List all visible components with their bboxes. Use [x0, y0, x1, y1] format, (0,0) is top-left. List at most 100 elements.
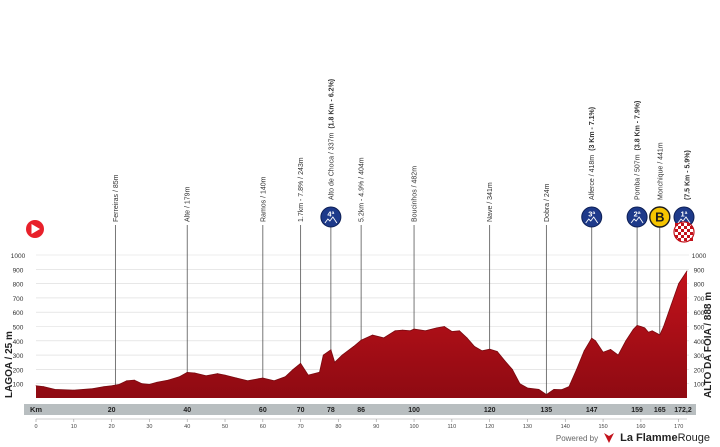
- waypoint-label: Alte / 179m: [185, 186, 192, 222]
- elevation-point: [141, 383, 143, 385]
- waypoint-label: Boucinhos / 482m: [412, 166, 419, 222]
- waypoint-name: Alto de Choca / 337m: [328, 133, 335, 200]
- x-tick-label: 120: [485, 424, 494, 430]
- mountain-peaks-icon: [677, 216, 691, 224]
- brand-light: Rouge: [677, 432, 710, 444]
- mountain-peaks-icon: [630, 216, 644, 224]
- elevation-point: [307, 374, 309, 376]
- elevation-point: [258, 378, 260, 380]
- km-band-title: Km: [30, 405, 42, 414]
- climb-category-label: 3ª: [588, 210, 595, 219]
- elevation-point: [481, 350, 483, 352]
- elevation-point: [149, 384, 150, 385]
- waypoint-label: 1.7km - 7.8% / 243m: [298, 157, 305, 222]
- x-tick-label: 160: [636, 424, 645, 430]
- start-badge: [26, 220, 44, 238]
- elevation-point: [466, 337, 468, 339]
- x-tick-label: 20: [109, 424, 115, 430]
- elevation-point: [402, 329, 404, 331]
- elevation-point: [591, 337, 593, 339]
- elevation-point: [217, 373, 218, 375]
- km-band-label: 78: [327, 407, 335, 414]
- km-band-label: 135: [541, 407, 553, 414]
- waypoint-label: Alferce / 418m (3 Km - 7.1%): [589, 107, 596, 200]
- footer: Powered by La FlammeRouge: [556, 430, 710, 446]
- checker-square: [681, 229, 684, 232]
- elevation-point: [632, 329, 634, 330]
- waypoint-label: Pomba / 507m (3.8 Km - 7.9%): [635, 101, 642, 200]
- elevation-point: [644, 327, 646, 329]
- waypoint-label: Nave / 341m: [487, 182, 494, 222]
- elevation-point: [43, 386, 44, 387]
- elevation-point: [651, 330, 653, 332]
- x-tick-label: 150: [598, 424, 607, 430]
- elevation-point: [341, 354, 343, 356]
- y-tick-label-left: 800: [13, 282, 24, 289]
- waypoint-name: Nave / 341m: [487, 182, 494, 222]
- elevation-point: [425, 330, 426, 332]
- checker-square: [684, 232, 687, 235]
- elevation-point: [167, 379, 169, 381]
- checker-square: [678, 238, 681, 241]
- x-tick-label: 0: [34, 424, 37, 430]
- y-tick-label-left: 700: [13, 296, 24, 303]
- elevation-point: [353, 346, 354, 347]
- x-tick-label: 40: [184, 424, 190, 430]
- checker-square: [675, 229, 678, 232]
- waypoint-name: Alferce / 418m: [589, 155, 596, 200]
- waypoint-label: 5.2km - 4.9% / 404m: [359, 157, 366, 222]
- elevation-point: [118, 384, 120, 385]
- checker-square: [690, 232, 693, 235]
- elevation-profile-path: [36, 271, 687, 398]
- x-tick-label: 140: [561, 424, 570, 430]
- y-tick-label-left: 300: [13, 353, 24, 360]
- elevation-point: [383, 337, 385, 339]
- elevation-point: [360, 339, 362, 341]
- waypoint-label: Ferreiras / 85m: [113, 174, 120, 222]
- powered-by-text: Powered by: [555, 433, 599, 443]
- elevation-point: [553, 389, 555, 390]
- elevation-point: [538, 389, 540, 390]
- elevation-point: [436, 327, 438, 329]
- elevation-point: [35, 385, 37, 387]
- brand-name: La FlammeRouge: [620, 432, 710, 444]
- y-tick-label-right: 400: [694, 339, 705, 346]
- waypoint-detail: (7.5 Km - 5.9%): [685, 150, 692, 200]
- y-tick-label-left: 500: [13, 325, 24, 332]
- elevation-point: [236, 377, 237, 379]
- checker-square: [675, 235, 678, 238]
- climb-category-badge: 2ª: [626, 206, 648, 228]
- elevation-point: [73, 389, 75, 391]
- mountain-peaks-icon: [585, 216, 599, 224]
- elevation-point: [394, 330, 396, 332]
- waypoint-name: 1.7km - 7.8% / 243m: [298, 157, 305, 222]
- waypoint-label: Monchique / 441m: [657, 142, 664, 200]
- climb-category-label: 2ª: [634, 210, 641, 219]
- bonus-sprint-icon: [649, 206, 671, 228]
- elevation-point: [617, 354, 619, 356]
- waypoint-name: Boucinhos / 482m: [412, 166, 419, 222]
- x-tick-label: 30: [146, 424, 152, 430]
- elevation-point: [546, 394, 547, 395]
- elevation-point: [663, 326, 664, 327]
- checker-square: [681, 223, 684, 226]
- elevation-point: [576, 369, 577, 370]
- y-tick-label-right: 800: [694, 282, 705, 289]
- waypoint-name: 5.2km - 4.9% / 404m: [359, 157, 366, 222]
- elevation-point: [156, 381, 158, 383]
- elevation-point: [504, 360, 506, 362]
- checker-square: [678, 226, 681, 229]
- x-tick-label: 100: [409, 424, 418, 430]
- elevation-point: [451, 331, 453, 332]
- waypoint-name: Monchique / 441m: [657, 142, 664, 200]
- elevation-point: [648, 331, 649, 333]
- elevation-point: [126, 380, 128, 382]
- km-band-label: 86: [357, 407, 365, 414]
- elevation-point: [640, 326, 642, 327]
- elevation-point: [111, 385, 112, 387]
- elevation-point: [205, 375, 207, 377]
- checker-square: [687, 223, 690, 226]
- y-tick-label-right: 500: [694, 325, 705, 332]
- waypoint-name: Ferreiras / 85m: [113, 174, 120, 222]
- elevation-point: [583, 350, 585, 352]
